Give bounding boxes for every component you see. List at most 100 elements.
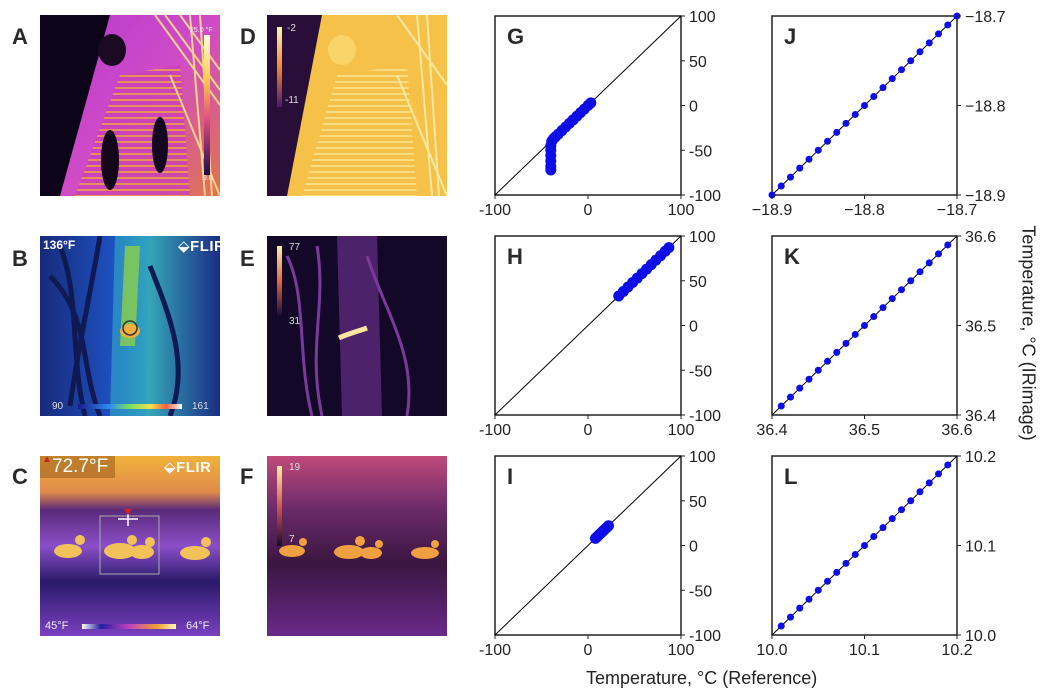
data-point-k	[907, 277, 915, 285]
panel-letter-h: H	[507, 244, 523, 269]
data-point-k	[796, 384, 804, 392]
scale-min-label-c: 45°F	[45, 620, 69, 632]
triangle-icon: ▲	[42, 456, 52, 465]
flir-brand-b: FLIR	[190, 238, 220, 255]
x-tick-label-j: −18.7	[937, 202, 978, 219]
data-point-j	[814, 146, 822, 154]
y-tick-label-g: 50	[689, 54, 707, 71]
scale-min-label-b: 90	[52, 401, 64, 412]
scale-max-label-d: -2	[287, 23, 296, 34]
data-point-l	[916, 488, 924, 496]
y-tick-label-j: −18.8	[965, 99, 1006, 116]
thermal-image-f: 19 7	[267, 456, 447, 636]
scale-min-label-d: -11	[285, 95, 299, 106]
y-tick-label-h: 50	[689, 274, 707, 291]
thermal-image-e: 77 31	[267, 236, 447, 416]
x-tick-label-i: 0	[584, 642, 593, 659]
thermal-image-a: 25.0 °F 9.0	[40, 15, 220, 196]
y-tick-label-i: -100	[689, 628, 721, 645]
data-point-k	[888, 295, 896, 303]
data-point-l	[898, 506, 905, 514]
temp-readout-b: 136°F	[43, 238, 76, 252]
flir-icon: ⬙	[178, 238, 191, 255]
data-point-j	[833, 128, 841, 136]
data-point-k	[935, 250, 942, 258]
data-point-l	[879, 524, 887, 532]
x-tick-label-g: 0	[584, 202, 593, 219]
x-tick-label-l: 10.2	[941, 642, 972, 659]
data-point-l	[796, 604, 804, 612]
data-point-l	[842, 559, 850, 567]
data-point-j	[861, 102, 868, 109]
y-tick-label-l: 10.0	[965, 628, 996, 645]
panel-letter-e: E	[240, 246, 255, 271]
panel-letter-c: C	[12, 464, 28, 489]
y-tick-label-l: 10.2	[965, 449, 996, 466]
x-tick-label-i: -100	[479, 642, 511, 659]
data-point-j	[805, 155, 813, 163]
x-tick-label-k: 36.6	[941, 422, 972, 439]
x-tick-label-k: 36.4	[756, 422, 787, 439]
data-point-g	[585, 97, 597, 109]
y-tick-label-i: 100	[689, 449, 716, 466]
x-tick-label-j: −18.8	[844, 202, 885, 219]
identity-line-i	[494, 455, 682, 636]
data-point-j	[870, 93, 878, 101]
data-point-j	[787, 173, 794, 181]
data-point-j	[935, 30, 942, 38]
data-point-j	[925, 39, 933, 47]
x-tick-label-l: 10.0	[756, 642, 787, 659]
data-point-l	[870, 533, 878, 541]
data-point-k	[805, 375, 813, 383]
data-point-j	[907, 57, 915, 65]
data-point-i	[602, 520, 614, 532]
scale-max-label-f: 19	[289, 462, 301, 473]
x-axis-title: Temperature, °C (Reference)	[586, 668, 818, 688]
flir-icon: ⬙	[164, 459, 177, 476]
y-tick-label-g: -100	[689, 188, 721, 205]
data-point-l	[851, 550, 859, 558]
y-tick-label-h: -100	[689, 408, 721, 425]
data-point-l	[824, 577, 831, 585]
data-point-k	[944, 241, 952, 249]
panel-letter-k: K	[784, 244, 800, 269]
y-tick-label-i: -50	[689, 583, 712, 600]
scale-max-label-a: 25.0 °F	[190, 27, 213, 34]
y-tick-label-l: 10.1	[965, 539, 996, 556]
scale-min-label-e: 31	[289, 316, 301, 327]
data-point-k	[842, 339, 850, 347]
y-tick-label-i: 50	[689, 494, 707, 511]
data-point-k	[777, 402, 785, 410]
y-tick-label-g: -50	[689, 143, 712, 160]
x-tick-label-h: 0	[584, 422, 593, 439]
data-point-l	[888, 515, 896, 523]
data-point-j	[888, 75, 896, 83]
data-point-h	[663, 242, 675, 254]
y-tick-label-i: 0	[689, 539, 698, 556]
scale-max-label-b: 161	[192, 401, 209, 412]
scale-min-label-a: 9.0	[203, 175, 213, 182]
data-point-k	[814, 366, 822, 374]
data-point-j	[796, 164, 804, 172]
data-point-j	[879, 84, 887, 92]
data-point-l	[805, 595, 813, 603]
flir-logo-c: ⬙FLIR	[164, 458, 211, 476]
x-tick-label-h: -100	[479, 422, 511, 439]
data-point-k	[787, 393, 794, 401]
x-tick-label-k: 36.5	[849, 422, 880, 439]
data-point-l	[861, 542, 868, 549]
panel-letter-i: I	[507, 464, 513, 489]
data-point-l	[925, 479, 933, 487]
panel-letter-f: F	[240, 464, 254, 489]
data-point-l	[814, 586, 822, 594]
panel-letter-l: L	[784, 464, 797, 489]
data-point-j	[824, 137, 831, 145]
panel-letter-a: A	[12, 24, 28, 49]
panel-letter-d: D	[240, 24, 256, 49]
x-tick-label-i: 100	[668, 642, 695, 659]
y-tick-label-h: 100	[689, 229, 716, 246]
x-tick-label-l: 10.1	[849, 642, 880, 659]
data-point-j	[851, 110, 859, 118]
thermal-image-d: -2 -11	[267, 15, 447, 196]
